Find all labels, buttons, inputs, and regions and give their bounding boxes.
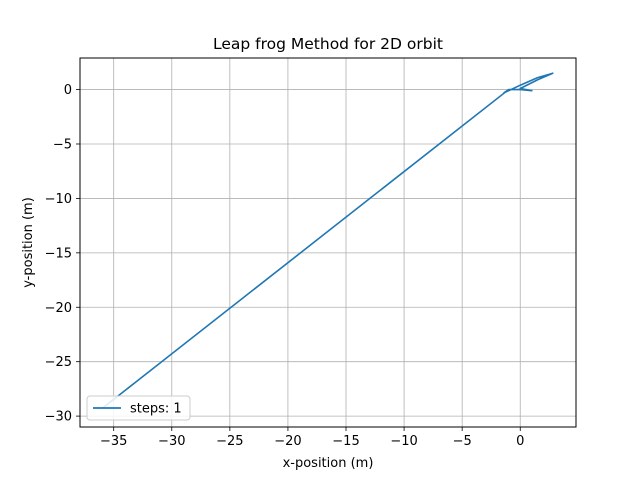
- x-tick-label: −15: [332, 434, 359, 449]
- y-tick-label: −15: [45, 246, 72, 261]
- y-tick-label: 0: [64, 83, 72, 98]
- x-tick-label: −35: [100, 434, 127, 449]
- y-tick-label: −25: [45, 355, 72, 370]
- legend-box: [86, 395, 191, 421]
- legend: steps: 1: [86, 395, 191, 421]
- x-tick-label: −5: [453, 434, 472, 449]
- series-line: [101, 72, 554, 410]
- ticks: −35 −30 −25 −20 −15 −10 −5 0 0 −5 −10 −15 −20 −25 −30: [45, 83, 525, 449]
- y-tick-label: −30: [45, 410, 72, 425]
- grid: [80, 58, 576, 427]
- y-axis-label: y-position (m): [21, 197, 36, 288]
- x-tick-label: 0: [516, 434, 524, 449]
- legend-label: steps: 1: [130, 402, 182, 417]
- x-tick-label: −10: [390, 434, 417, 449]
- y-tick-label: −5: [53, 137, 72, 152]
- x-tick-label: −20: [274, 434, 301, 449]
- chart-title: Leap frog Method for 2D orbit: [213, 35, 443, 53]
- x-axis-label: x-position (m): [283, 456, 374, 471]
- x-tick-label: −30: [158, 434, 185, 449]
- y-tick-label: −10: [45, 192, 72, 207]
- y-tick-label: −20: [45, 301, 72, 316]
- plot-frame: [79, 57, 577, 428]
- series-layer: [101, 72, 554, 410]
- x-tick-label: −25: [216, 434, 243, 449]
